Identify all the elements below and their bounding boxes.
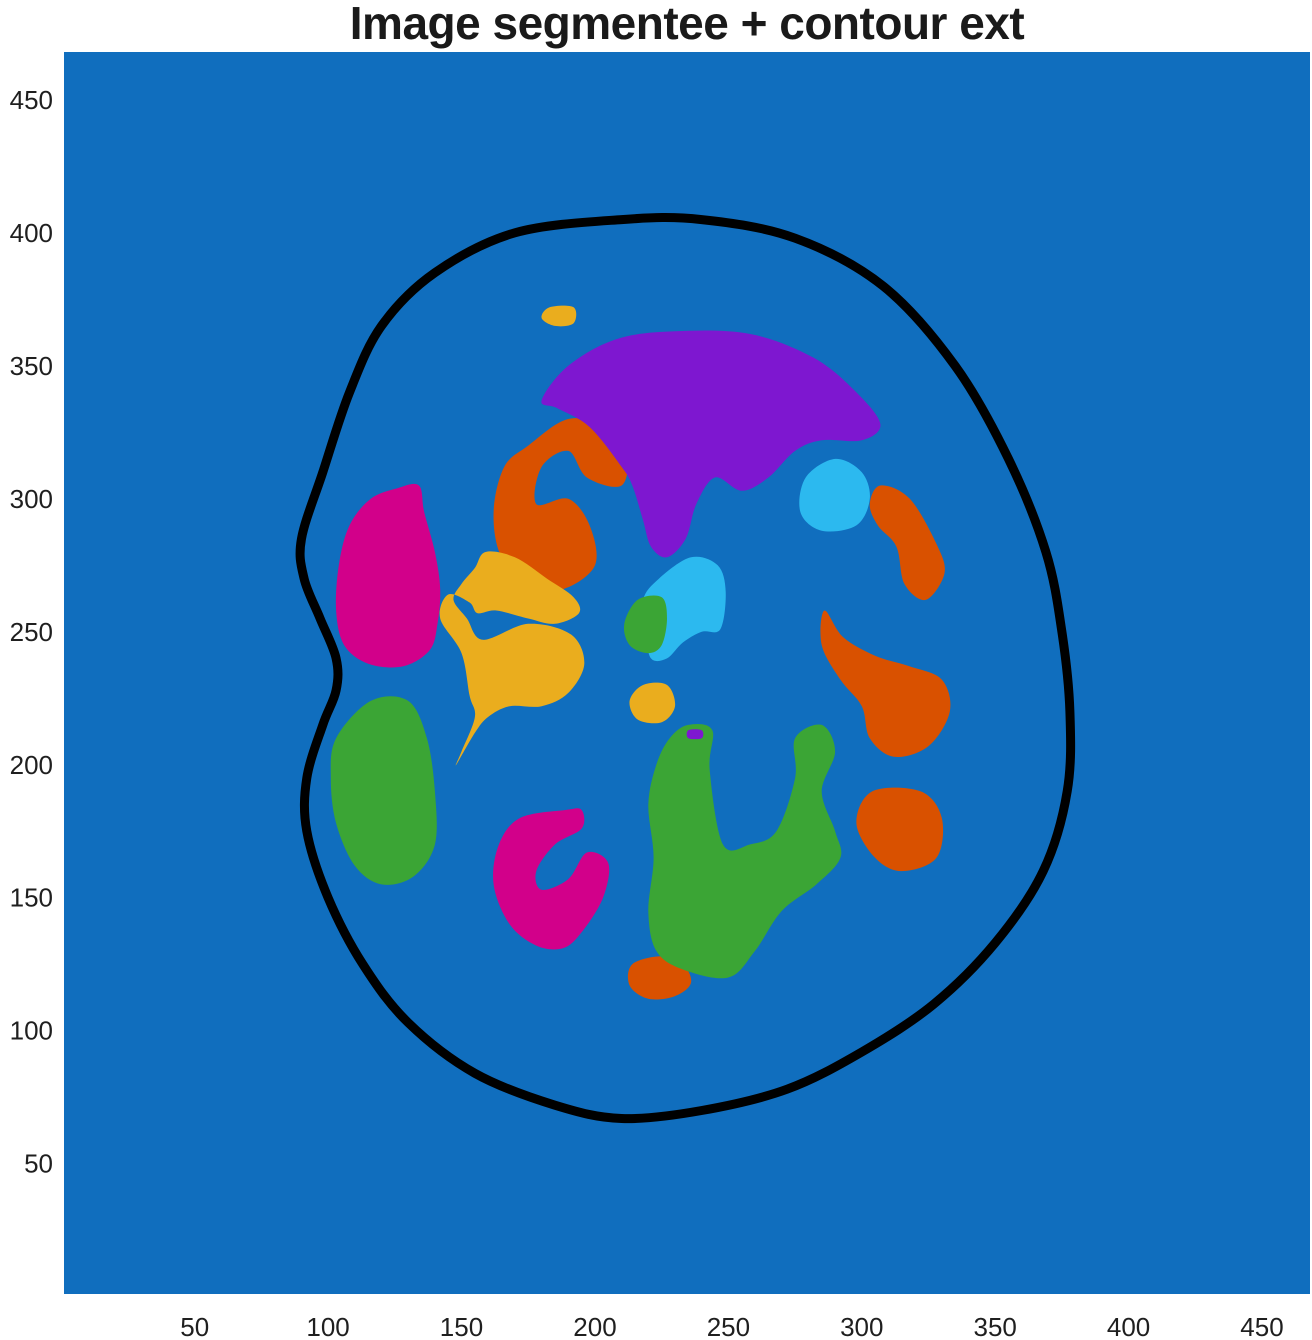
segmented-regions — [330, 305, 951, 1000]
y-tick-label-200: 200 — [10, 750, 53, 780]
x-axis-ticks: 50 100 150 200 250 300 350 400 450 — [180, 1312, 1283, 1340]
y-tick-label-400: 400 — [10, 218, 53, 248]
x-tick-label-450: 450 — [1240, 1312, 1283, 1340]
y-tick-label-250: 250 — [10, 617, 53, 647]
region-magenta-8 — [335, 483, 441, 668]
y-axis-ticks: 50 100 150 200 250 300 350 400 450 — [10, 85, 53, 1179]
region-orange-1 — [869, 485, 945, 601]
region-yellow-11 — [541, 305, 577, 327]
region-yellow-12 — [439, 551, 585, 766]
y-tick-label-150: 150 — [10, 883, 53, 913]
y-tick-label-350: 350 — [10, 351, 53, 381]
x-tick-label-100: 100 — [306, 1312, 349, 1340]
x-tick-label-400: 400 — [1107, 1312, 1150, 1340]
region-cyan-6 — [799, 458, 870, 532]
region-magenta-10 — [493, 808, 610, 950]
external-contour — [295, 213, 1076, 1124]
region-yellow-13 — [629, 682, 676, 724]
x-tick-label-350: 350 — [974, 1312, 1017, 1340]
x-tick-label-250: 250 — [707, 1312, 750, 1340]
region-green-14 — [623, 595, 667, 654]
x-tick-label-150: 150 — [440, 1312, 483, 1340]
x-tick-label-50: 50 — [180, 1312, 209, 1340]
region-green-16 — [648, 723, 842, 979]
y-tick-label-450: 450 — [10, 85, 53, 115]
region-orange-2 — [820, 610, 951, 758]
x-tick-label-200: 200 — [573, 1312, 616, 1340]
region-orange-0 — [493, 418, 629, 591]
y-tick-label-50: 50 — [24, 1149, 53, 1179]
plot-area — [64, 52, 1310, 1294]
region-orange-3 — [856, 787, 944, 872]
y-tick-label-100: 100 — [10, 1016, 53, 1046]
region-purple-5 — [541, 330, 881, 558]
region-orange-4 — [627, 956, 692, 1000]
x-tick-label-300: 300 — [840, 1312, 883, 1340]
region-purple-17 — [686, 729, 704, 740]
y-tick-label-300: 300 — [10, 484, 53, 514]
chart-title: Image segmentee + contour ext — [349, 0, 1025, 49]
region-green-15 — [330, 696, 437, 885]
